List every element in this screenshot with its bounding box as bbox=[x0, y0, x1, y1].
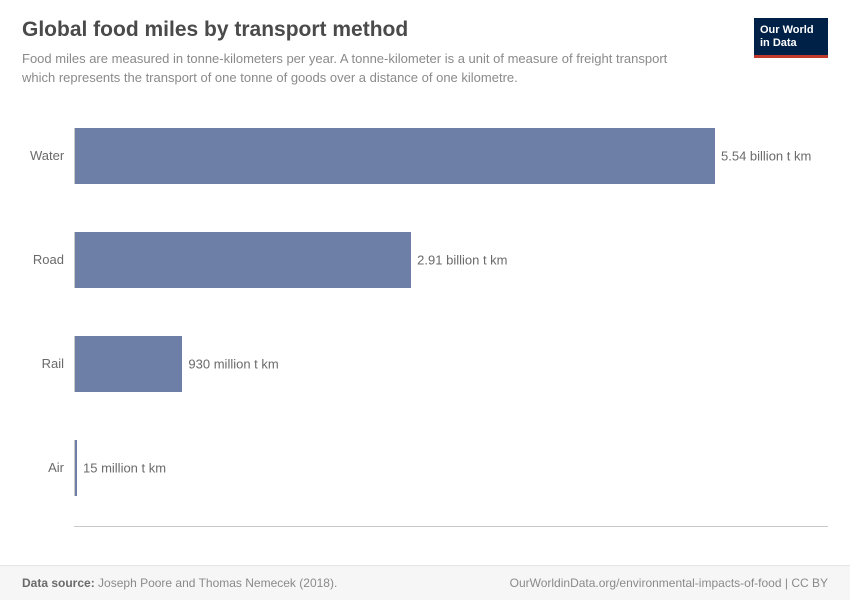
value-label: 5.54 billion t km bbox=[715, 148, 811, 163]
bar-chart: Water 5.54 billion t km Road 2.91 billion t… bbox=[30, 110, 828, 530]
owid-logo: Our World in Data bbox=[754, 18, 828, 58]
value-label: 930 million t km bbox=[182, 356, 278, 371]
license: CC BY bbox=[791, 576, 828, 590]
source: Data source: Joseph Poore and Thomas Nem… bbox=[22, 576, 337, 590]
category-label: Rail bbox=[30, 356, 74, 371]
bar-row: Rail 930 million t km bbox=[30, 318, 828, 410]
logo-line2: in Data bbox=[760, 37, 797, 49]
bar-area: 930 million t km bbox=[74, 336, 828, 392]
bar-row: Air15 million t km bbox=[30, 422, 828, 514]
category-label: Water bbox=[30, 148, 74, 163]
chart-subtitle: Food miles are measured in tonne-kilomet… bbox=[22, 50, 682, 88]
logo-line1: Our World bbox=[760, 24, 814, 36]
value-label: 15 million t km bbox=[77, 460, 166, 475]
x-axis bbox=[74, 526, 828, 527]
bar-area: 15 million t km bbox=[74, 440, 828, 496]
chart-footer: Data source: Joseph Poore and Thomas Nem… bbox=[0, 565, 850, 600]
chart-header: Our World in Data Global food miles by t… bbox=[22, 18, 828, 88]
bar bbox=[75, 128, 715, 184]
source-link: OurWorldinData.org/environmental-impacts… bbox=[510, 576, 782, 590]
bar-row: Water 5.54 billion t km bbox=[30, 110, 828, 202]
category-label: Road bbox=[30, 252, 74, 267]
value-label: 2.91 billion t km bbox=[411, 252, 507, 267]
chart-title: Global food miles by transport method bbox=[22, 18, 828, 42]
source-text: Joseph Poore and Thomas Nemecek (2018). bbox=[98, 576, 337, 590]
bar bbox=[75, 232, 411, 288]
source-label: Data source: bbox=[22, 576, 95, 590]
bar bbox=[75, 336, 182, 392]
bar-row: Road 2.91 billion t km bbox=[30, 214, 828, 306]
bar-area: 2.91 billion t km bbox=[74, 232, 828, 288]
bar-area: 5.54 billion t km bbox=[74, 128, 828, 184]
category-label: Air bbox=[30, 460, 74, 475]
attribution: OurWorldinData.org/environmental-impacts… bbox=[510, 576, 828, 590]
